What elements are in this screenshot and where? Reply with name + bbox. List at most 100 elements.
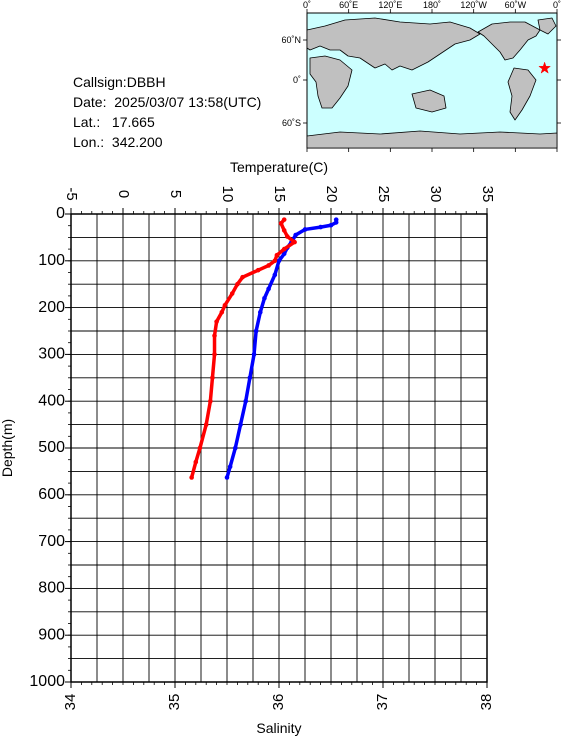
salinity-data-point — [189, 475, 194, 480]
date-line: Date: 2025/03/07 13:58(UTC) — [73, 92, 261, 112]
salinity-data-point — [219, 309, 225, 315]
salinity-data-point — [272, 258, 278, 264]
greenland-landmass — [537, 17, 557, 35]
temperature-data-point — [262, 295, 267, 301]
lat-value: 17.665 — [111, 114, 155, 130]
depth-tick-label: 600 — [38, 486, 65, 503]
temperature-data-point — [333, 220, 339, 225]
salinity-data-point — [222, 302, 228, 308]
temperature-data-point — [251, 352, 257, 357]
map-lon-label: 120˚W — [460, 0, 487, 10]
map-land — [306, 17, 558, 149]
depth-tick-label: 800 — [38, 580, 65, 597]
salinity-data-point — [208, 398, 213, 404]
depth-axis-ticks: 0 100 200 300 400 500 600 700 800 900 1000 — [29, 205, 71, 690]
temperature-tick-label: 20 — [323, 186, 340, 203]
salinity-tick-label: 36 — [270, 694, 287, 711]
temperature-axis-label: Temperature(C) — [230, 160, 328, 175]
temperature-tick-label: 25 — [375, 186, 392, 203]
temperature-tick-label: 35 — [479, 186, 496, 203]
salinity-data-point — [240, 274, 245, 280]
salinity-data-point — [203, 422, 209, 427]
map-lon-label: 120˚E — [378, 0, 402, 10]
salinity-data-point — [285, 234, 290, 239]
date-label: Date: — [73, 94, 107, 110]
salinity-data-point — [214, 319, 219, 324]
salinity-axis-ticks: 34 35 36 37 38 — [62, 682, 495, 710]
salinity-data-point — [229, 291, 235, 296]
salinity-data-point — [235, 281, 240, 287]
callsign-value: DBBH — [126, 74, 166, 90]
temperature-data-point — [281, 251, 287, 257]
depth-tick-label: 500 — [38, 439, 65, 456]
temperature-tick-label: 5 — [167, 190, 184, 198]
temperature-data-point — [328, 222, 334, 228]
salinity-data-point — [281, 217, 287, 222]
salinity-data-point — [274, 252, 280, 258]
temperature-tick-label: 10 — [219, 186, 236, 203]
salinity-data-point — [292, 239, 297, 245]
profile-plot: -5 0 5 10 15 20 25 30 35 34 35 36 37 38 0 100 200 300 40… — [0, 160, 496, 736]
salinity-data-point — [197, 445, 203, 451]
lon-label: Lon.: — [73, 134, 105, 150]
salinity-data-point — [210, 375, 215, 381]
temperature-data-point — [266, 286, 271, 292]
salinity-tick-label: 35 — [166, 694, 183, 711]
north-america-landmass — [477, 21, 541, 61]
callsign-label: Callsign: — [73, 74, 127, 90]
temperature-data-point — [272, 272, 278, 278]
map-lon-label: 60˚W — [505, 0, 527, 10]
temperature-data-point — [253, 328, 259, 334]
depth-tick-label: 300 — [38, 346, 65, 363]
temperature-data-point — [257, 309, 263, 315]
temperature-data-point — [243, 398, 249, 404]
lon-value: 342.200 — [111, 134, 163, 150]
temperature-tick-label: -5 — [63, 187, 80, 200]
map-lon-label: 0˚ — [553, 0, 561, 10]
lon-line: Lon.: 342.200 — [73, 132, 163, 152]
salinity-axis-label: Salinity — [256, 720, 301, 736]
africa-landmass — [309, 55, 353, 109]
depth-tick-label: 900 — [38, 626, 65, 643]
salinity-data-point — [212, 333, 217, 338]
temperature-tick-label: 0 — [115, 190, 132, 198]
depth-tick-label: 700 — [38, 533, 65, 550]
salinity-data-point — [266, 263, 271, 268]
temperature-data-point — [276, 258, 282, 264]
temperature-data-point — [227, 464, 233, 470]
map-lat-label: 60˚S — [282, 118, 301, 128]
salinity-tick-label: 34 — [62, 694, 79, 711]
depth-tick-label: 100 — [38, 252, 65, 269]
date-value: 2025/03/07 13:58(UTC) — [114, 94, 262, 110]
temperature-data-point — [233, 445, 238, 451]
map-lat-label: 60˚N — [281, 35, 301, 45]
south-america-landmass — [507, 67, 537, 121]
depth-tick-label: 200 — [38, 299, 65, 316]
temperature-tick-label: 30 — [427, 186, 444, 203]
salinity-tick-label: 37 — [374, 694, 391, 711]
plot-grid — [71, 214, 487, 682]
temperature-axis-ticks: -5 0 5 10 15 20 25 30 35 — [63, 186, 496, 214]
salinity-data-point — [193, 459, 199, 465]
temperature-data-point — [247, 375, 253, 381]
temperature-data-point — [224, 475, 230, 480]
map-axis-ticks: 0˚ 60˚E 120˚E 180˚ 120˚W 60˚W 0˚ 60˚N 0˚ 60˚S — [281, 0, 561, 152]
callsign-line: Callsign:DBBH — [73, 72, 166, 92]
salinity-data-point — [281, 228, 287, 233]
profile-series — [189, 217, 339, 480]
eurasia-landmass — [306, 17, 481, 71]
salinity-tick-label: 38 — [478, 694, 495, 711]
antarctica-landmass — [306, 130, 558, 149]
depth-tick-label: 0 — [56, 205, 65, 222]
temperature-tick-label: 15 — [271, 186, 288, 203]
lat-label: Lat.: — [73, 114, 101, 130]
temperature-data-point — [238, 422, 243, 427]
temperature-data-point — [302, 227, 308, 232]
temperature-profile-line — [225, 217, 338, 480]
temperature-data-point — [293, 232, 298, 238]
world-map: 0˚ 60˚E 120˚E 180˚ 120˚W 60˚W 0˚ 60˚N 0˚ 60˚S — [281, 0, 561, 152]
map-lat-label: 0˚ — [293, 75, 301, 85]
depth-axis-label: Depth(m) — [0, 419, 15, 477]
station-marker — [538, 61, 552, 74]
